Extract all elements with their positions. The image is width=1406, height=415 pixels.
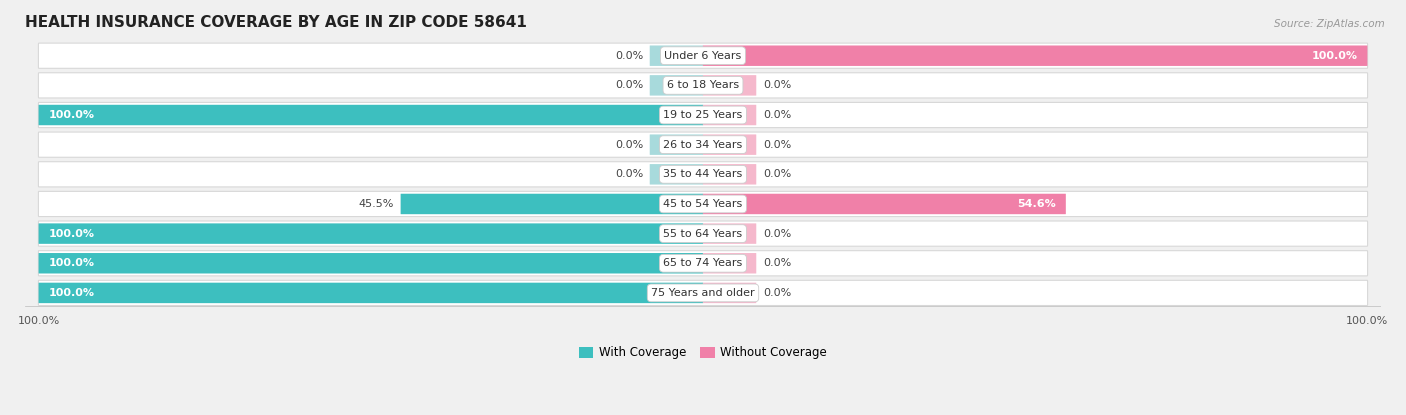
- Text: HEALTH INSURANCE COVERAGE BY AGE IN ZIP CODE 58641: HEALTH INSURANCE COVERAGE BY AGE IN ZIP …: [25, 15, 527, 30]
- FancyBboxPatch shape: [38, 132, 1368, 157]
- Legend: With Coverage, Without Coverage: With Coverage, Without Coverage: [574, 342, 832, 364]
- FancyBboxPatch shape: [38, 73, 1368, 98]
- FancyBboxPatch shape: [703, 75, 756, 95]
- FancyBboxPatch shape: [38, 43, 1368, 68]
- Text: 0.0%: 0.0%: [763, 81, 792, 90]
- Text: 0.0%: 0.0%: [763, 229, 792, 239]
- Text: 100.0%: 100.0%: [49, 229, 94, 239]
- Text: 0.0%: 0.0%: [763, 169, 792, 179]
- Text: 0.0%: 0.0%: [614, 81, 643, 90]
- Text: 100.0%: 100.0%: [1312, 51, 1357, 61]
- FancyBboxPatch shape: [38, 253, 703, 273]
- FancyBboxPatch shape: [38, 280, 1368, 305]
- FancyBboxPatch shape: [38, 105, 703, 125]
- Text: 100.0%: 100.0%: [49, 288, 94, 298]
- Text: 0.0%: 0.0%: [763, 140, 792, 150]
- Text: 100.0%: 100.0%: [49, 110, 94, 120]
- FancyBboxPatch shape: [703, 283, 756, 303]
- FancyBboxPatch shape: [703, 194, 1066, 214]
- Text: 65 to 74 Years: 65 to 74 Years: [664, 258, 742, 268]
- Text: 0.0%: 0.0%: [763, 110, 792, 120]
- Text: 100.0%: 100.0%: [49, 258, 94, 268]
- FancyBboxPatch shape: [38, 221, 1368, 246]
- Text: 0.0%: 0.0%: [763, 258, 792, 268]
- Text: 54.6%: 54.6%: [1017, 199, 1056, 209]
- Text: 0.0%: 0.0%: [614, 140, 643, 150]
- FancyBboxPatch shape: [38, 103, 1368, 128]
- FancyBboxPatch shape: [703, 253, 756, 273]
- FancyBboxPatch shape: [38, 251, 1368, 276]
- FancyBboxPatch shape: [38, 162, 1368, 187]
- FancyBboxPatch shape: [38, 223, 703, 244]
- Text: 6 to 18 Years: 6 to 18 Years: [666, 81, 740, 90]
- Text: 75 Years and older: 75 Years and older: [651, 288, 755, 298]
- FancyBboxPatch shape: [703, 46, 1368, 66]
- FancyBboxPatch shape: [703, 105, 756, 125]
- Text: Under 6 Years: Under 6 Years: [665, 51, 741, 61]
- FancyBboxPatch shape: [401, 194, 703, 214]
- FancyBboxPatch shape: [703, 134, 756, 155]
- Text: 45 to 54 Years: 45 to 54 Years: [664, 199, 742, 209]
- Text: 55 to 64 Years: 55 to 64 Years: [664, 229, 742, 239]
- FancyBboxPatch shape: [38, 191, 1368, 217]
- Text: 45.5%: 45.5%: [359, 199, 394, 209]
- FancyBboxPatch shape: [650, 75, 703, 95]
- FancyBboxPatch shape: [650, 134, 703, 155]
- Text: 19 to 25 Years: 19 to 25 Years: [664, 110, 742, 120]
- Text: Source: ZipAtlas.com: Source: ZipAtlas.com: [1274, 19, 1385, 29]
- FancyBboxPatch shape: [703, 223, 756, 244]
- Text: 0.0%: 0.0%: [614, 169, 643, 179]
- FancyBboxPatch shape: [650, 164, 703, 185]
- FancyBboxPatch shape: [38, 283, 703, 303]
- Text: 0.0%: 0.0%: [614, 51, 643, 61]
- Text: 35 to 44 Years: 35 to 44 Years: [664, 169, 742, 179]
- FancyBboxPatch shape: [650, 46, 703, 66]
- FancyBboxPatch shape: [703, 164, 756, 185]
- Text: 26 to 34 Years: 26 to 34 Years: [664, 140, 742, 150]
- Text: 0.0%: 0.0%: [763, 288, 792, 298]
